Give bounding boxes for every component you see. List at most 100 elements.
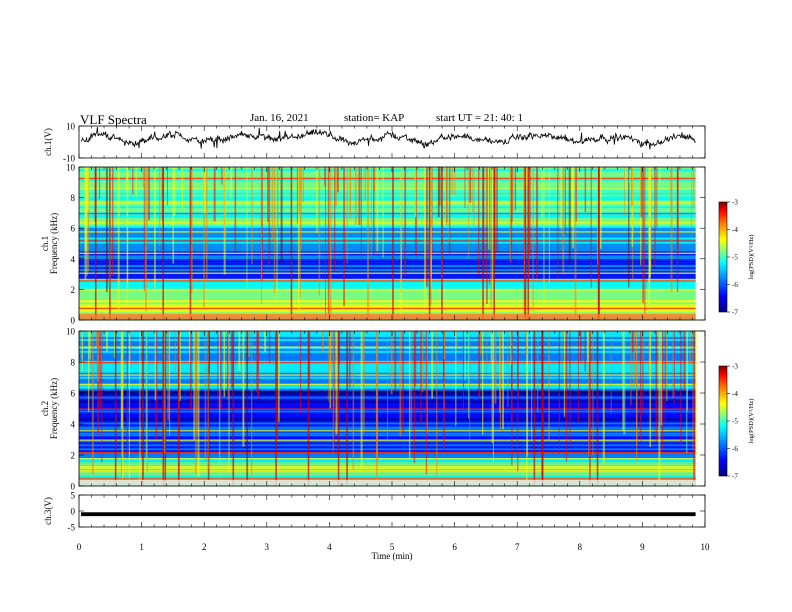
spectrogram-band (79, 251, 696, 254)
spectrogram-band (79, 192, 696, 196)
sferic-streak (220, 331, 222, 410)
sferic-streak (316, 167, 318, 234)
sferic-streak (568, 167, 571, 264)
figure-title: VLF Spectra (80, 112, 147, 127)
sferic-streak (451, 167, 454, 195)
spectrogram-band (79, 292, 696, 296)
sferic-streak (557, 167, 559, 280)
sferic-streak (526, 331, 528, 484)
sferic-streak (394, 331, 397, 390)
sferic-streak (624, 167, 626, 216)
sferic-streak (490, 331, 492, 362)
narrowband-line (79, 240, 696, 242)
spectrogram-band (79, 444, 696, 447)
strong-sferic (441, 167, 443, 320)
sferic-streak (155, 331, 158, 439)
narrowband-line (79, 188, 696, 190)
spectrogram-band (79, 249, 696, 252)
spectrogram-band (79, 214, 696, 217)
sferic-streak (242, 331, 245, 447)
x-tick-label: 10 (701, 542, 711, 552)
sferic-streak (438, 167, 441, 206)
strong-sferic (189, 167, 192, 320)
sferic-streak (548, 331, 550, 441)
sferic-streak (692, 331, 694, 451)
sferic-streak (154, 167, 156, 289)
spectrogram-band (79, 255, 696, 258)
sferic-streak (584, 167, 587, 213)
spectrogram-band (79, 448, 696, 451)
sferic-streak (349, 167, 351, 212)
sferic-streak (203, 167, 205, 308)
sferic-streak (208, 331, 210, 374)
sferic-streak (362, 331, 364, 362)
spectrogram-band (79, 196, 696, 199)
y-tick-label: 0 (71, 316, 76, 326)
sferic-streak (230, 167, 232, 199)
ch1-waveform-line (81, 126, 696, 150)
spectrogram-band (79, 194, 696, 198)
x-tick-label: 9 (640, 542, 645, 552)
sferic-streak (146, 331, 148, 473)
sferic-streak (276, 331, 279, 440)
sferic-streak (654, 167, 656, 267)
sferic-streak (399, 331, 402, 437)
colorbar-tick-label: -3 (732, 199, 738, 207)
sferic-streak (300, 167, 302, 192)
sferic-streak (142, 167, 145, 188)
spectrogram-band (79, 257, 696, 260)
sferic-streak (486, 167, 488, 304)
sferic-streak (580, 331, 582, 362)
sferic-streak (117, 167, 120, 310)
sferic-streak (178, 331, 181, 401)
sferic-streak (128, 331, 130, 479)
sferic-streak (278, 331, 280, 422)
sferic-streak (623, 331, 626, 435)
sferic-streak (366, 167, 370, 319)
spectrogram-band (79, 442, 696, 445)
sferic-streak (592, 331, 594, 456)
sferic-streak (96, 331, 99, 382)
sferic-streak (456, 331, 458, 350)
spectrogram-band (79, 300, 696, 303)
sferic-streak (161, 167, 163, 221)
sferic-streak (87, 167, 90, 272)
sferic-streak (268, 167, 271, 265)
sferic-streak (264, 331, 266, 352)
sferic-streak (273, 167, 276, 294)
spectrogram-band (79, 188, 696, 192)
sferic-streak (511, 331, 513, 422)
sferic-streak (693, 331, 696, 482)
sferic-streak (639, 331, 642, 441)
sferic-streak (414, 167, 417, 218)
sferic-streak (84, 167, 87, 251)
spectrogram-band (79, 202, 696, 205)
sferic-streak (324, 167, 326, 186)
spectrogram-band (79, 208, 696, 211)
spectrogram-band (79, 474, 696, 477)
spectrogram-band (79, 284, 696, 288)
narrowband-line (79, 300, 696, 302)
spectrogram-band (79, 200, 696, 203)
sferic-streak (352, 331, 355, 470)
spectrogram-band (79, 446, 696, 449)
sferic-streak (127, 167, 129, 292)
colorbar-tick-label: -6 (732, 445, 738, 453)
spectrogram-band (79, 306, 696, 309)
sferic-streak (302, 167, 305, 202)
narrowband-line (79, 307, 696, 310)
sferic-streak (80, 331, 83, 359)
sferic-streak (420, 331, 422, 426)
narrowband-line (79, 212, 696, 215)
narrowband-line (79, 451, 696, 454)
sferic-streak (431, 167, 433, 256)
y-axis-label: ch.1(V) (43, 128, 53, 156)
y-tick-label: 2 (71, 285, 76, 295)
colorbar-tick-label: -4 (732, 226, 738, 234)
sferic-streak (91, 331, 94, 475)
sferic-streak (126, 167, 129, 191)
sferic-streak (174, 167, 176, 217)
spectrogram-band (79, 233, 696, 237)
sferic-streak (525, 167, 528, 186)
sferic-streak (218, 331, 221, 477)
